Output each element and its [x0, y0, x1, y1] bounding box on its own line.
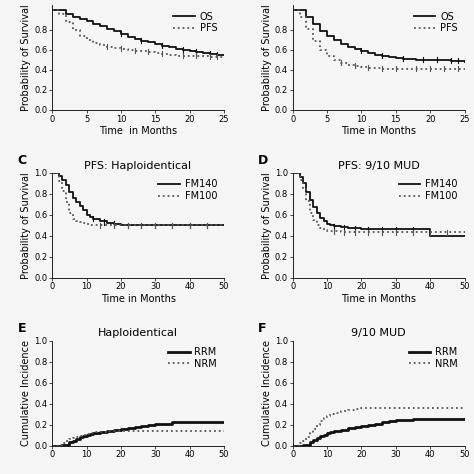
X-axis label: Time in Months: Time in Months: [341, 127, 416, 137]
Text: D: D: [258, 155, 269, 167]
Y-axis label: Probability of Survival: Probability of Survival: [262, 4, 272, 110]
Title: 9/10 MUD: 9/10 MUD: [351, 328, 406, 338]
Legend: FM140, FM100: FM140, FM100: [397, 178, 460, 203]
Text: C: C: [18, 155, 27, 167]
Title: Haploidentical: Haploidentical: [98, 328, 178, 338]
X-axis label: Time in Months: Time in Months: [100, 294, 175, 304]
Y-axis label: Probability of Survival: Probability of Survival: [262, 172, 272, 279]
Y-axis label: Cumulative Incidence: Cumulative Incidence: [21, 340, 31, 446]
Legend: OS, PFS: OS, PFS: [412, 9, 460, 35]
Text: E: E: [18, 322, 26, 335]
Legend: RRM, NRM: RRM, NRM: [407, 346, 460, 371]
Text: F: F: [258, 322, 267, 335]
X-axis label: Time in Months: Time in Months: [341, 294, 416, 304]
Title: PFS: 9/10 MUD: PFS: 9/10 MUD: [338, 161, 419, 171]
X-axis label: Time  in Months: Time in Months: [99, 127, 177, 137]
Legend: RRM, NRM: RRM, NRM: [166, 346, 219, 371]
Legend: OS, PFS: OS, PFS: [171, 9, 219, 35]
Y-axis label: Probability of Survival: Probability of Survival: [21, 172, 31, 279]
Title: PFS: Haploidentical: PFS: Haploidentical: [84, 161, 191, 171]
Legend: FM140, FM100: FM140, FM100: [156, 178, 219, 203]
Y-axis label: Cumulative Incidence: Cumulative Incidence: [262, 340, 272, 446]
Y-axis label: Probability of Survival: Probability of Survival: [21, 4, 31, 110]
